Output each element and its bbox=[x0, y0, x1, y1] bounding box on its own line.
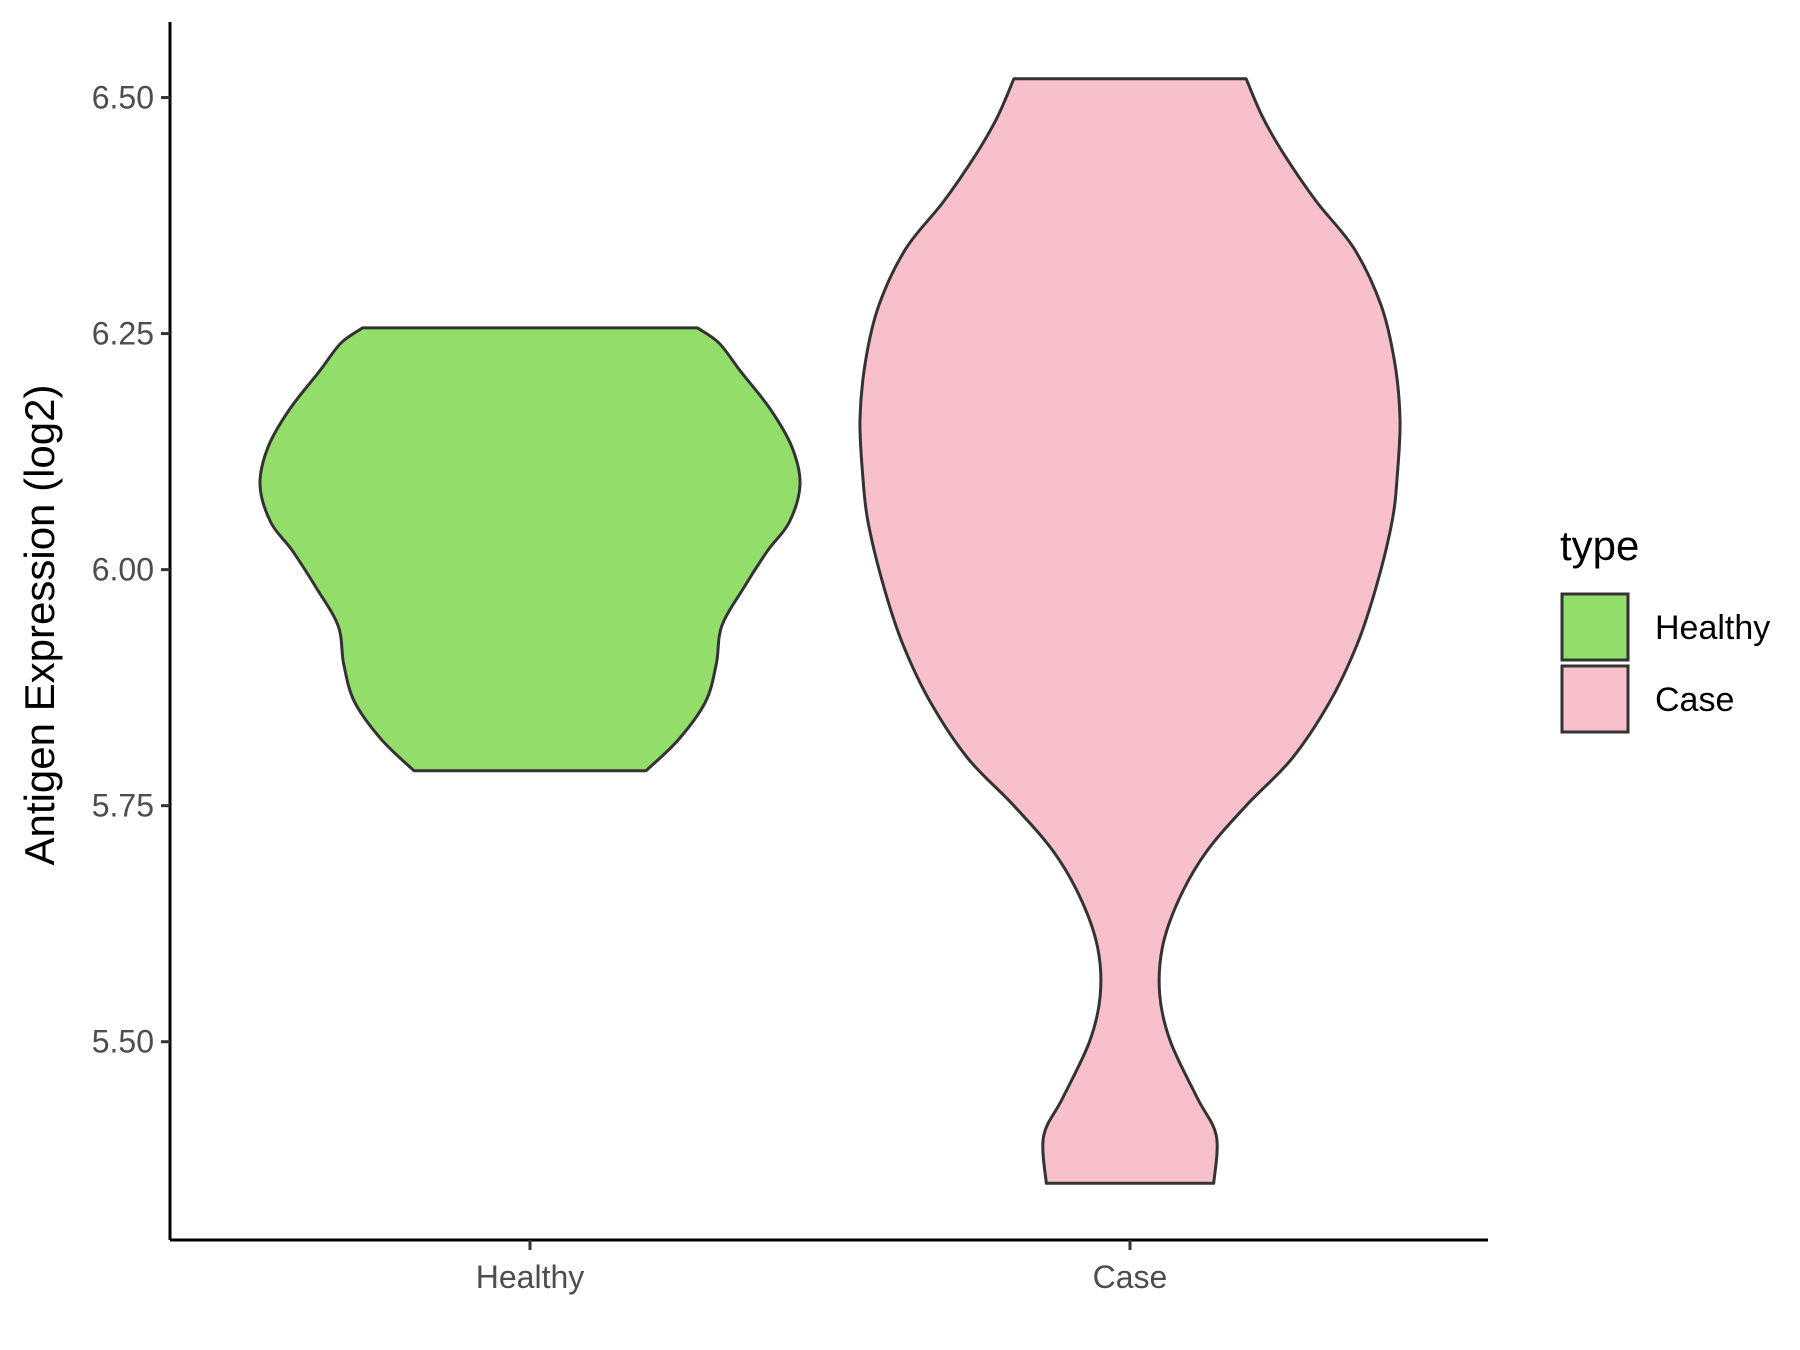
y-tick-label: 5.50 bbox=[92, 1024, 154, 1060]
legend: type Healthy Case bbox=[1560, 522, 1770, 734]
y-axis: 5.50 5.75 6.00 6.25 6.50 bbox=[92, 22, 172, 1240]
x-tick-label: Case bbox=[1093, 1259, 1168, 1295]
y-tick-label: 6.25 bbox=[92, 316, 154, 352]
legend-title: type bbox=[1560, 522, 1639, 569]
y-tick-label: 6.50 bbox=[92, 80, 154, 116]
y-tick-label: 6.00 bbox=[92, 552, 154, 588]
x-axis: Healthy Case bbox=[170, 1238, 1488, 1295]
legend-label-case: Case bbox=[1655, 681, 1734, 719]
legend-label-healthy: Healthy bbox=[1655, 609, 1770, 647]
violin-case bbox=[858, 77, 1402, 1185]
y-axis-title: Antigen Expression (log2) bbox=[16, 385, 63, 866]
x-tick-label: Healthy bbox=[476, 1259, 585, 1295]
violin-healthy bbox=[258, 326, 802, 773]
y-tick-label: 5.75 bbox=[92, 788, 154, 824]
legend-swatch-case bbox=[1560, 664, 1630, 734]
violin-layer bbox=[258, 77, 1402, 1185]
legend-swatch-healthy bbox=[1560, 592, 1630, 662]
